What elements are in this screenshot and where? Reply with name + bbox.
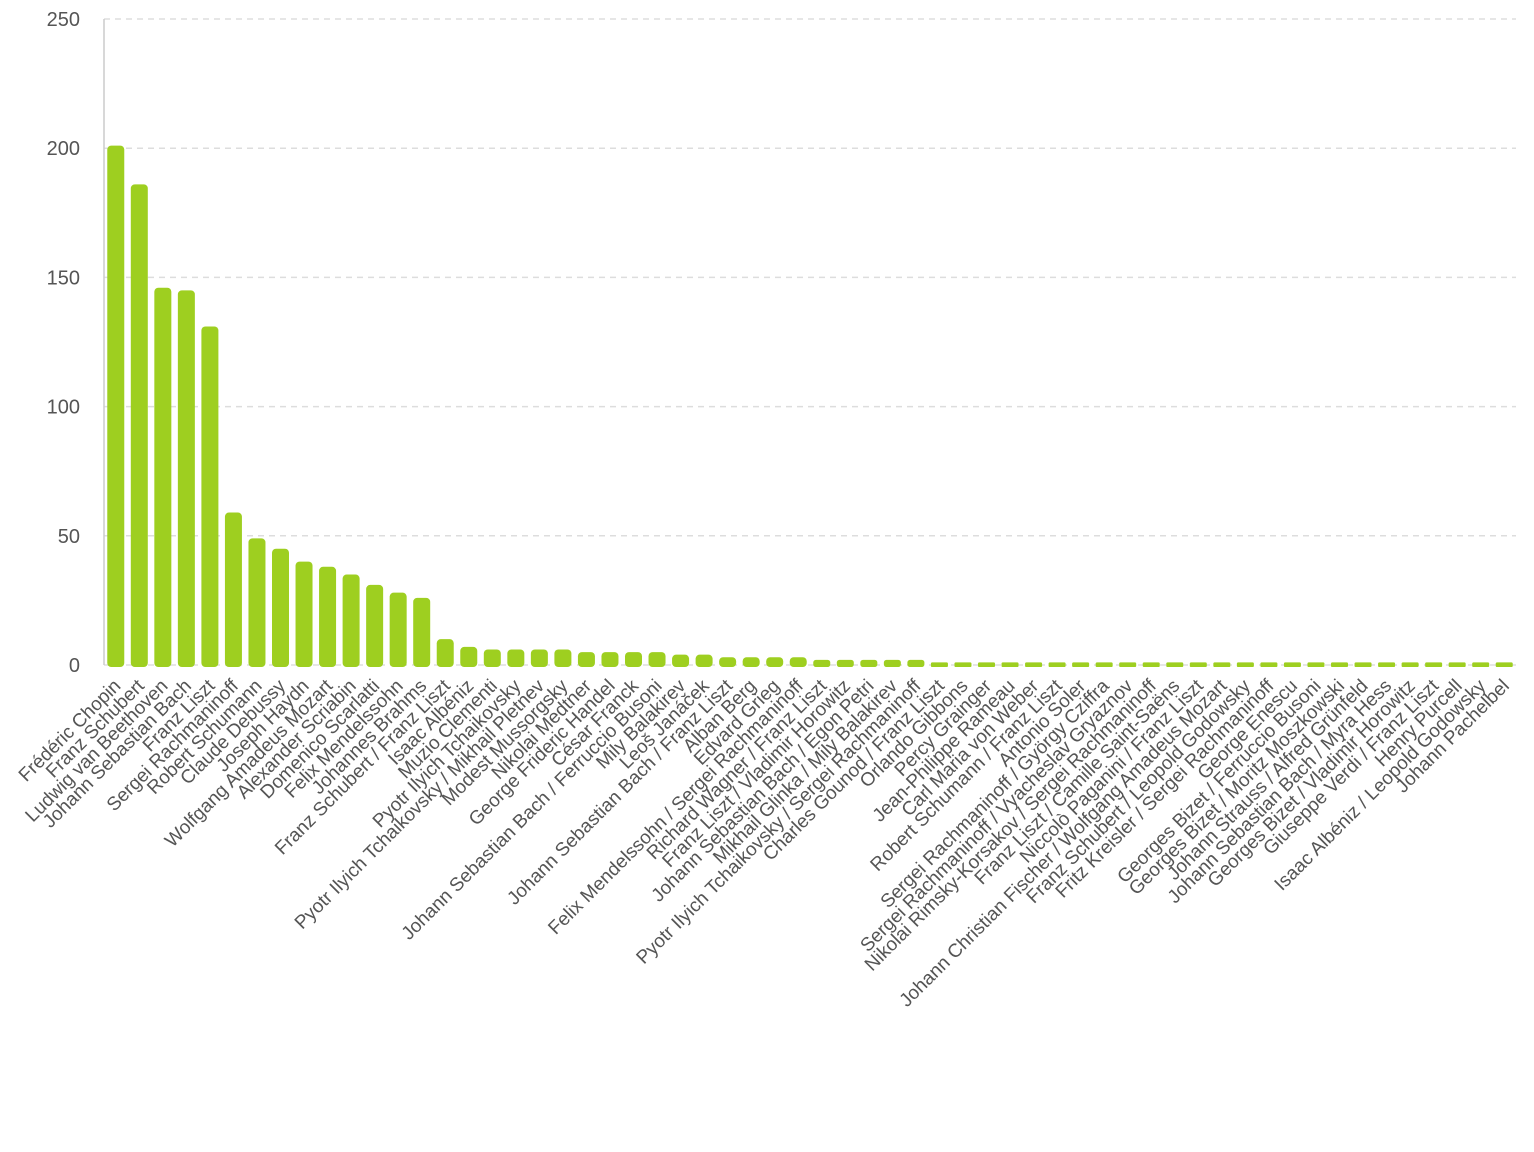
y-tick-label: 250: [47, 9, 80, 31]
y-tick-label: 200: [47, 138, 80, 160]
bar: [883, 659, 901, 667]
bar: [1072, 662, 1090, 667]
bar: [1166, 662, 1184, 667]
bar: [1331, 662, 1348, 667]
bar: [413, 597, 431, 667]
bar: [460, 646, 478, 667]
bar: [1095, 662, 1113, 667]
bar: [1425, 662, 1443, 667]
bars: [107, 145, 1513, 668]
y-axis-tick-labels: 0 50 100 150 200 250: [47, 9, 80, 677]
bar: [648, 652, 666, 667]
bar: [342, 574, 360, 667]
bar: [366, 584, 384, 667]
bar: [248, 538, 266, 667]
bar: [930, 662, 948, 667]
bar: [954, 662, 972, 667]
bar: [1213, 662, 1231, 667]
bar: [483, 649, 501, 667]
bar: [1307, 662, 1325, 667]
bar: [1025, 662, 1043, 667]
bar: [1048, 662, 1066, 667]
bar: [1001, 662, 1019, 667]
bar: [554, 649, 572, 667]
y-tick-label: 50: [58, 526, 80, 548]
bar: [1189, 662, 1207, 667]
bar: [742, 657, 760, 667]
bar: [766, 657, 784, 667]
bar: [695, 654, 713, 667]
bar: [1401, 662, 1419, 667]
bar: [272, 548, 289, 667]
bar: [719, 657, 737, 667]
bar: [295, 561, 313, 667]
bar: [907, 659, 925, 667]
bar: [1260, 662, 1278, 667]
bar: [1472, 662, 1490, 667]
y-tick-label: 100: [47, 397, 80, 419]
bar: [319, 566, 337, 667]
bar: [577, 652, 595, 667]
bar: [1448, 662, 1466, 667]
bar: [1378, 662, 1396, 667]
y-tick-label: 0: [69, 655, 80, 677]
bar: [836, 659, 854, 667]
bar: [130, 184, 148, 667]
bar: [436, 639, 454, 667]
bar: [530, 649, 548, 667]
bar: [601, 652, 619, 667]
bar: [1495, 662, 1513, 667]
bar: [978, 662, 995, 667]
bar: [813, 659, 831, 667]
bar: [1236, 662, 1254, 667]
bar: [107, 145, 125, 668]
bar: [507, 649, 525, 667]
bar: [1354, 662, 1372, 667]
bar: [224, 512, 242, 667]
bar: [177, 290, 195, 667]
y-tick-label: 150: [47, 267, 80, 289]
bar: [672, 654, 690, 667]
bar: [1142, 662, 1160, 667]
bar: [789, 657, 807, 667]
bar: [1119, 662, 1137, 667]
bar: [201, 326, 219, 667]
bar: [860, 659, 878, 667]
bar: [625, 652, 642, 667]
bar: [1283, 662, 1301, 667]
grid-lines: [104, 18, 1516, 666]
bar: [389, 592, 407, 667]
bar: [154, 287, 172, 667]
